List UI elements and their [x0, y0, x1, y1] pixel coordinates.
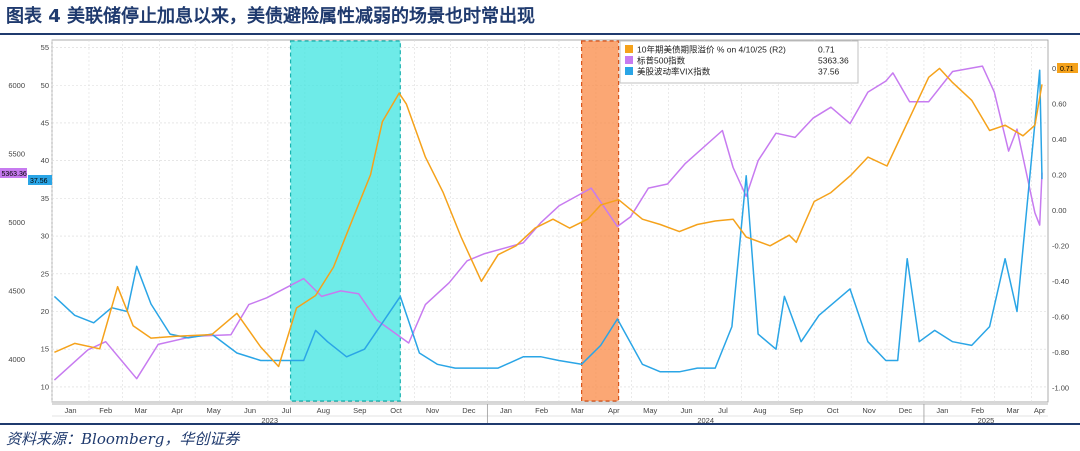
tick-label-term-premium: -0.60: [1052, 312, 1069, 321]
source-note: 资料来源：Bloomberg，华创证券: [6, 430, 240, 448]
axes: 1015202530354045505540004500500055006000…: [8, 43, 1069, 423]
x-tick-label: Jun: [681, 406, 693, 415]
legend-value-sp500: 5363.36: [818, 56, 849, 66]
tick-label-term-premium: 0.00: [1052, 206, 1067, 215]
x-tick-label: Oct: [390, 406, 403, 415]
x-tick-label: Apr: [1034, 406, 1046, 415]
legend-swatch-vix: [625, 67, 633, 75]
series-line-sp500: [53, 65, 1043, 381]
figure-title: 图表 4 美联储停止加息以来，美债避险属性减弱的场景也时常出现: [6, 6, 536, 27]
tick-label-sp500: 5000: [8, 218, 25, 227]
x-tick-label: Feb: [535, 406, 548, 415]
x-tick-label: Apr: [608, 406, 620, 415]
legend-label-vix: 美股波动率VIX指数: [637, 67, 711, 77]
x-tick-label: Mar: [1006, 406, 1019, 415]
x-tick-label: Nov: [862, 406, 876, 415]
x-tick-label: Aug: [317, 406, 330, 415]
x-tick-label: Jan: [936, 406, 948, 415]
tick-label-term-premium: -0.40: [1052, 277, 1069, 286]
shaded-period-cyan: [289, 40, 401, 402]
tick-label-vix: 20: [41, 307, 49, 316]
tick-label-term-premium: -0.80: [1052, 348, 1069, 357]
tag-vix: 37.56: [30, 178, 48, 185]
tick-label-sp500: 5500: [8, 149, 25, 158]
x-tick-label: Jul: [718, 406, 728, 415]
bottom-rule: [0, 423, 1080, 425]
x-tick-label: Jan: [64, 406, 76, 415]
x-tick-label: Aug: [753, 406, 766, 415]
x-tick-label: Feb: [99, 406, 112, 415]
x-tick-label: May: [207, 406, 221, 415]
tick-label-vix: 50: [41, 81, 49, 90]
shaded-periods: [289, 40, 620, 402]
x-year-label: 2023: [261, 416, 278, 423]
legend: 10年期美债期限溢价 % on 4/10/25 (R2) 0.71 标普500指…: [619, 40, 859, 84]
x-tick-label: May: [643, 406, 657, 415]
series-line-vix: [53, 69, 1043, 373]
tick-label-vix: 10: [41, 382, 49, 391]
x-tick-label: Mar: [134, 406, 147, 415]
tag-term-premium-bg: [1057, 63, 1078, 73]
x-year-label: 2024: [697, 416, 714, 423]
series-lines: [53, 65, 1043, 381]
x-tick-label: Sep: [353, 406, 366, 415]
legend-label-term-premium: 10年期美债期限溢价 % on 4/10/25 (R2): [637, 45, 786, 55]
tick-label-term-premium: -0.20: [1052, 241, 1069, 250]
tick-label-vix: 55: [41, 43, 49, 52]
tick-label-vix: 25: [41, 269, 49, 278]
x-tick-label: Jul: [282, 406, 292, 415]
tick-label-vix: 45: [41, 118, 49, 127]
tick-label-vix: 35: [41, 194, 49, 203]
tick-label-term-premium: 0.20: [1052, 170, 1067, 179]
tick-label-term-premium: 0.40: [1052, 135, 1067, 144]
x-tick-label: Dec: [462, 406, 476, 415]
legend-swatch-sp500: [625, 56, 633, 64]
top-rule: [0, 33, 1080, 35]
tag-term-premium: 0.71: [1060, 66, 1074, 73]
legend-value-term-premium: 0.71: [818, 45, 835, 55]
tick-label-vix: 15: [41, 345, 49, 354]
legend-label-sp500: 标普500指数: [637, 56, 686, 66]
tag-vix-bg: [28, 175, 52, 185]
x-tick-label: Jan: [500, 406, 512, 415]
tag-sp500-bg: [0, 168, 27, 178]
chart: 1015202530354045505540004500500055006000…: [0, 39, 1078, 423]
series-line-term-premium: [54, 67, 1043, 368]
tick-label-vix: 30: [41, 232, 49, 241]
tick-label-term-premium: 0.60: [1052, 99, 1067, 108]
x-year-label: 2025: [978, 416, 995, 423]
legend-value-vix: 37.56: [818, 67, 840, 77]
last-value-tags: 5363.36 37.56 0.71: [0, 63, 1078, 185]
x-tick-label: Nov: [426, 406, 440, 415]
shaded-period-orange: [581, 40, 620, 402]
tick-label-vix: 40: [41, 156, 49, 165]
tick-label-term-premium: -1.00: [1052, 383, 1069, 392]
x-tick-label: Feb: [971, 406, 984, 415]
x-tick-label: Jun: [244, 406, 256, 415]
x-tick-label: Apr: [171, 406, 183, 415]
tag-sp500: 5363.36: [2, 171, 27, 178]
tick-label-sp500: 6000: [8, 81, 25, 90]
tick-label-sp500: 4000: [8, 355, 25, 364]
legend-swatch-term-premium: [625, 45, 633, 53]
x-tick-label: Dec: [899, 406, 913, 415]
tick-label-sp500: 4500: [8, 286, 25, 295]
x-tick-label: Mar: [571, 406, 584, 415]
x-tick-label: Oct: [827, 406, 840, 415]
x-tick-label: Sep: [790, 406, 803, 415]
